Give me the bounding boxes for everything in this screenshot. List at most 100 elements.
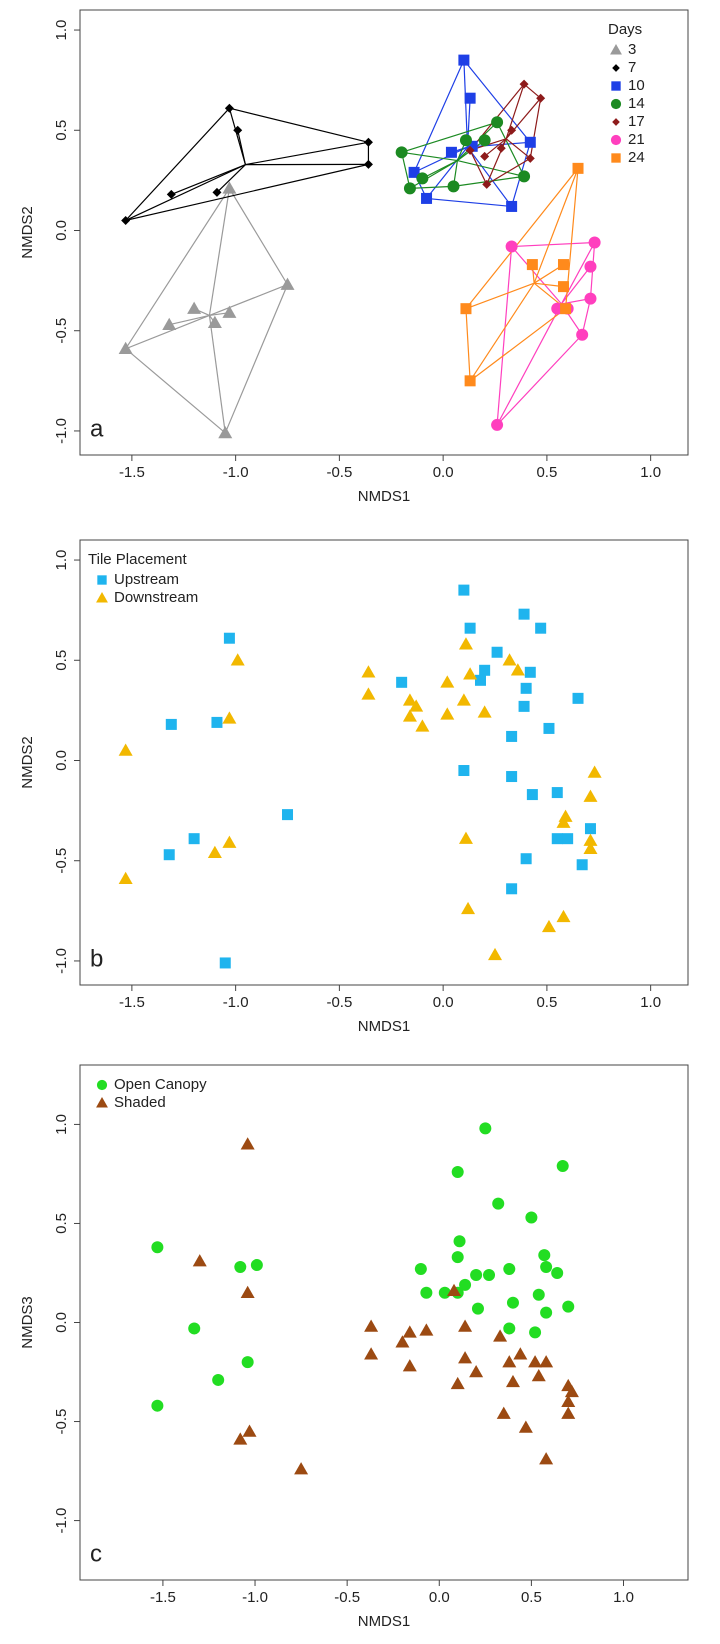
legend-label: Shaded [114, 1094, 166, 1111]
point [561, 1394, 576, 1407]
x-tick-label: -1.0 [223, 464, 249, 481]
spider-line [216, 164, 246, 193]
y-tick-label: 0.0 [53, 220, 70, 241]
point [447, 180, 460, 193]
point [402, 1359, 417, 1372]
point [539, 1452, 554, 1465]
point [526, 789, 538, 801]
hull [469, 83, 542, 186]
point [464, 375, 476, 387]
x-tick-label: -1.0 [242, 1589, 268, 1606]
legend-marker [612, 64, 620, 72]
point [518, 608, 530, 620]
point [524, 666, 536, 678]
point [464, 92, 476, 104]
point [459, 134, 472, 147]
point [458, 584, 470, 596]
y-tick-label: 0.0 [53, 750, 70, 771]
point [474, 674, 486, 686]
point [361, 665, 376, 678]
y-tick-label: -0.5 [53, 1409, 70, 1435]
point [207, 315, 222, 328]
point [218, 425, 233, 439]
x-tick-label: 0.0 [433, 464, 454, 481]
plot-frame [79, 539, 689, 986]
hull [400, 121, 525, 190]
point [222, 305, 237, 318]
point [520, 853, 532, 865]
point [584, 260, 597, 273]
spider-line [245, 141, 369, 166]
point [409, 699, 424, 712]
y-tick-label: -1.0 [53, 418, 70, 444]
x-axis-title: NMDS1 [358, 1018, 411, 1035]
x-tick-label: 0.0 [429, 1589, 450, 1606]
point [458, 765, 470, 777]
point [562, 833, 574, 845]
y-tick-label: 0.5 [53, 650, 70, 671]
spider-line [469, 282, 535, 382]
point [491, 646, 503, 658]
y-tick-label: 0.5 [53, 1213, 70, 1234]
point [456, 693, 471, 706]
point [395, 1335, 410, 1348]
point [223, 632, 235, 644]
spider-line [413, 146, 468, 173]
point [364, 1347, 379, 1360]
point [505, 1374, 520, 1388]
point [520, 682, 532, 694]
point [458, 54, 470, 66]
point [539, 1355, 554, 1368]
spider-line [208, 188, 230, 316]
point [502, 653, 517, 666]
point [583, 833, 598, 846]
point [536, 93, 546, 103]
point [562, 1300, 575, 1313]
point [230, 653, 245, 666]
point [445, 146, 457, 158]
point [584, 292, 597, 305]
point [496, 1406, 511, 1419]
point [525, 153, 535, 163]
point [166, 189, 176, 199]
point [556, 909, 571, 923]
point [488, 947, 503, 961]
y-tick-label: -1.0 [53, 1508, 70, 1534]
legend-marker [96, 592, 108, 603]
point [524, 136, 536, 148]
point [471, 1302, 484, 1315]
point [408, 166, 420, 178]
x-tick-label: 0.5 [536, 464, 557, 481]
y-tick-label: 0.5 [53, 120, 70, 141]
point [451, 1165, 464, 1178]
point [506, 1296, 519, 1309]
panel-label: a [90, 415, 104, 442]
point [419, 1323, 434, 1336]
point [414, 1263, 427, 1276]
legend-marker [612, 118, 620, 126]
legend-marker [610, 134, 622, 146]
point [525, 1211, 538, 1224]
legend-label: 10 [628, 77, 645, 94]
point [587, 765, 602, 778]
point [543, 722, 555, 734]
point [294, 1462, 309, 1475]
point [222, 711, 237, 724]
point [478, 134, 491, 147]
spider-line [465, 282, 535, 310]
x-tick-label: 1.0 [613, 1589, 634, 1606]
point [280, 277, 295, 290]
point [540, 1306, 553, 1319]
point [532, 1288, 545, 1301]
panel-label: c [90, 1540, 102, 1567]
point [282, 809, 294, 821]
point [528, 1355, 543, 1368]
point [510, 663, 525, 676]
x-tick-label: -0.5 [326, 994, 352, 1011]
point [470, 1268, 483, 1281]
point [151, 1399, 164, 1412]
point [240, 1137, 255, 1150]
legend-label: Downstream [114, 589, 198, 606]
point [526, 259, 538, 271]
